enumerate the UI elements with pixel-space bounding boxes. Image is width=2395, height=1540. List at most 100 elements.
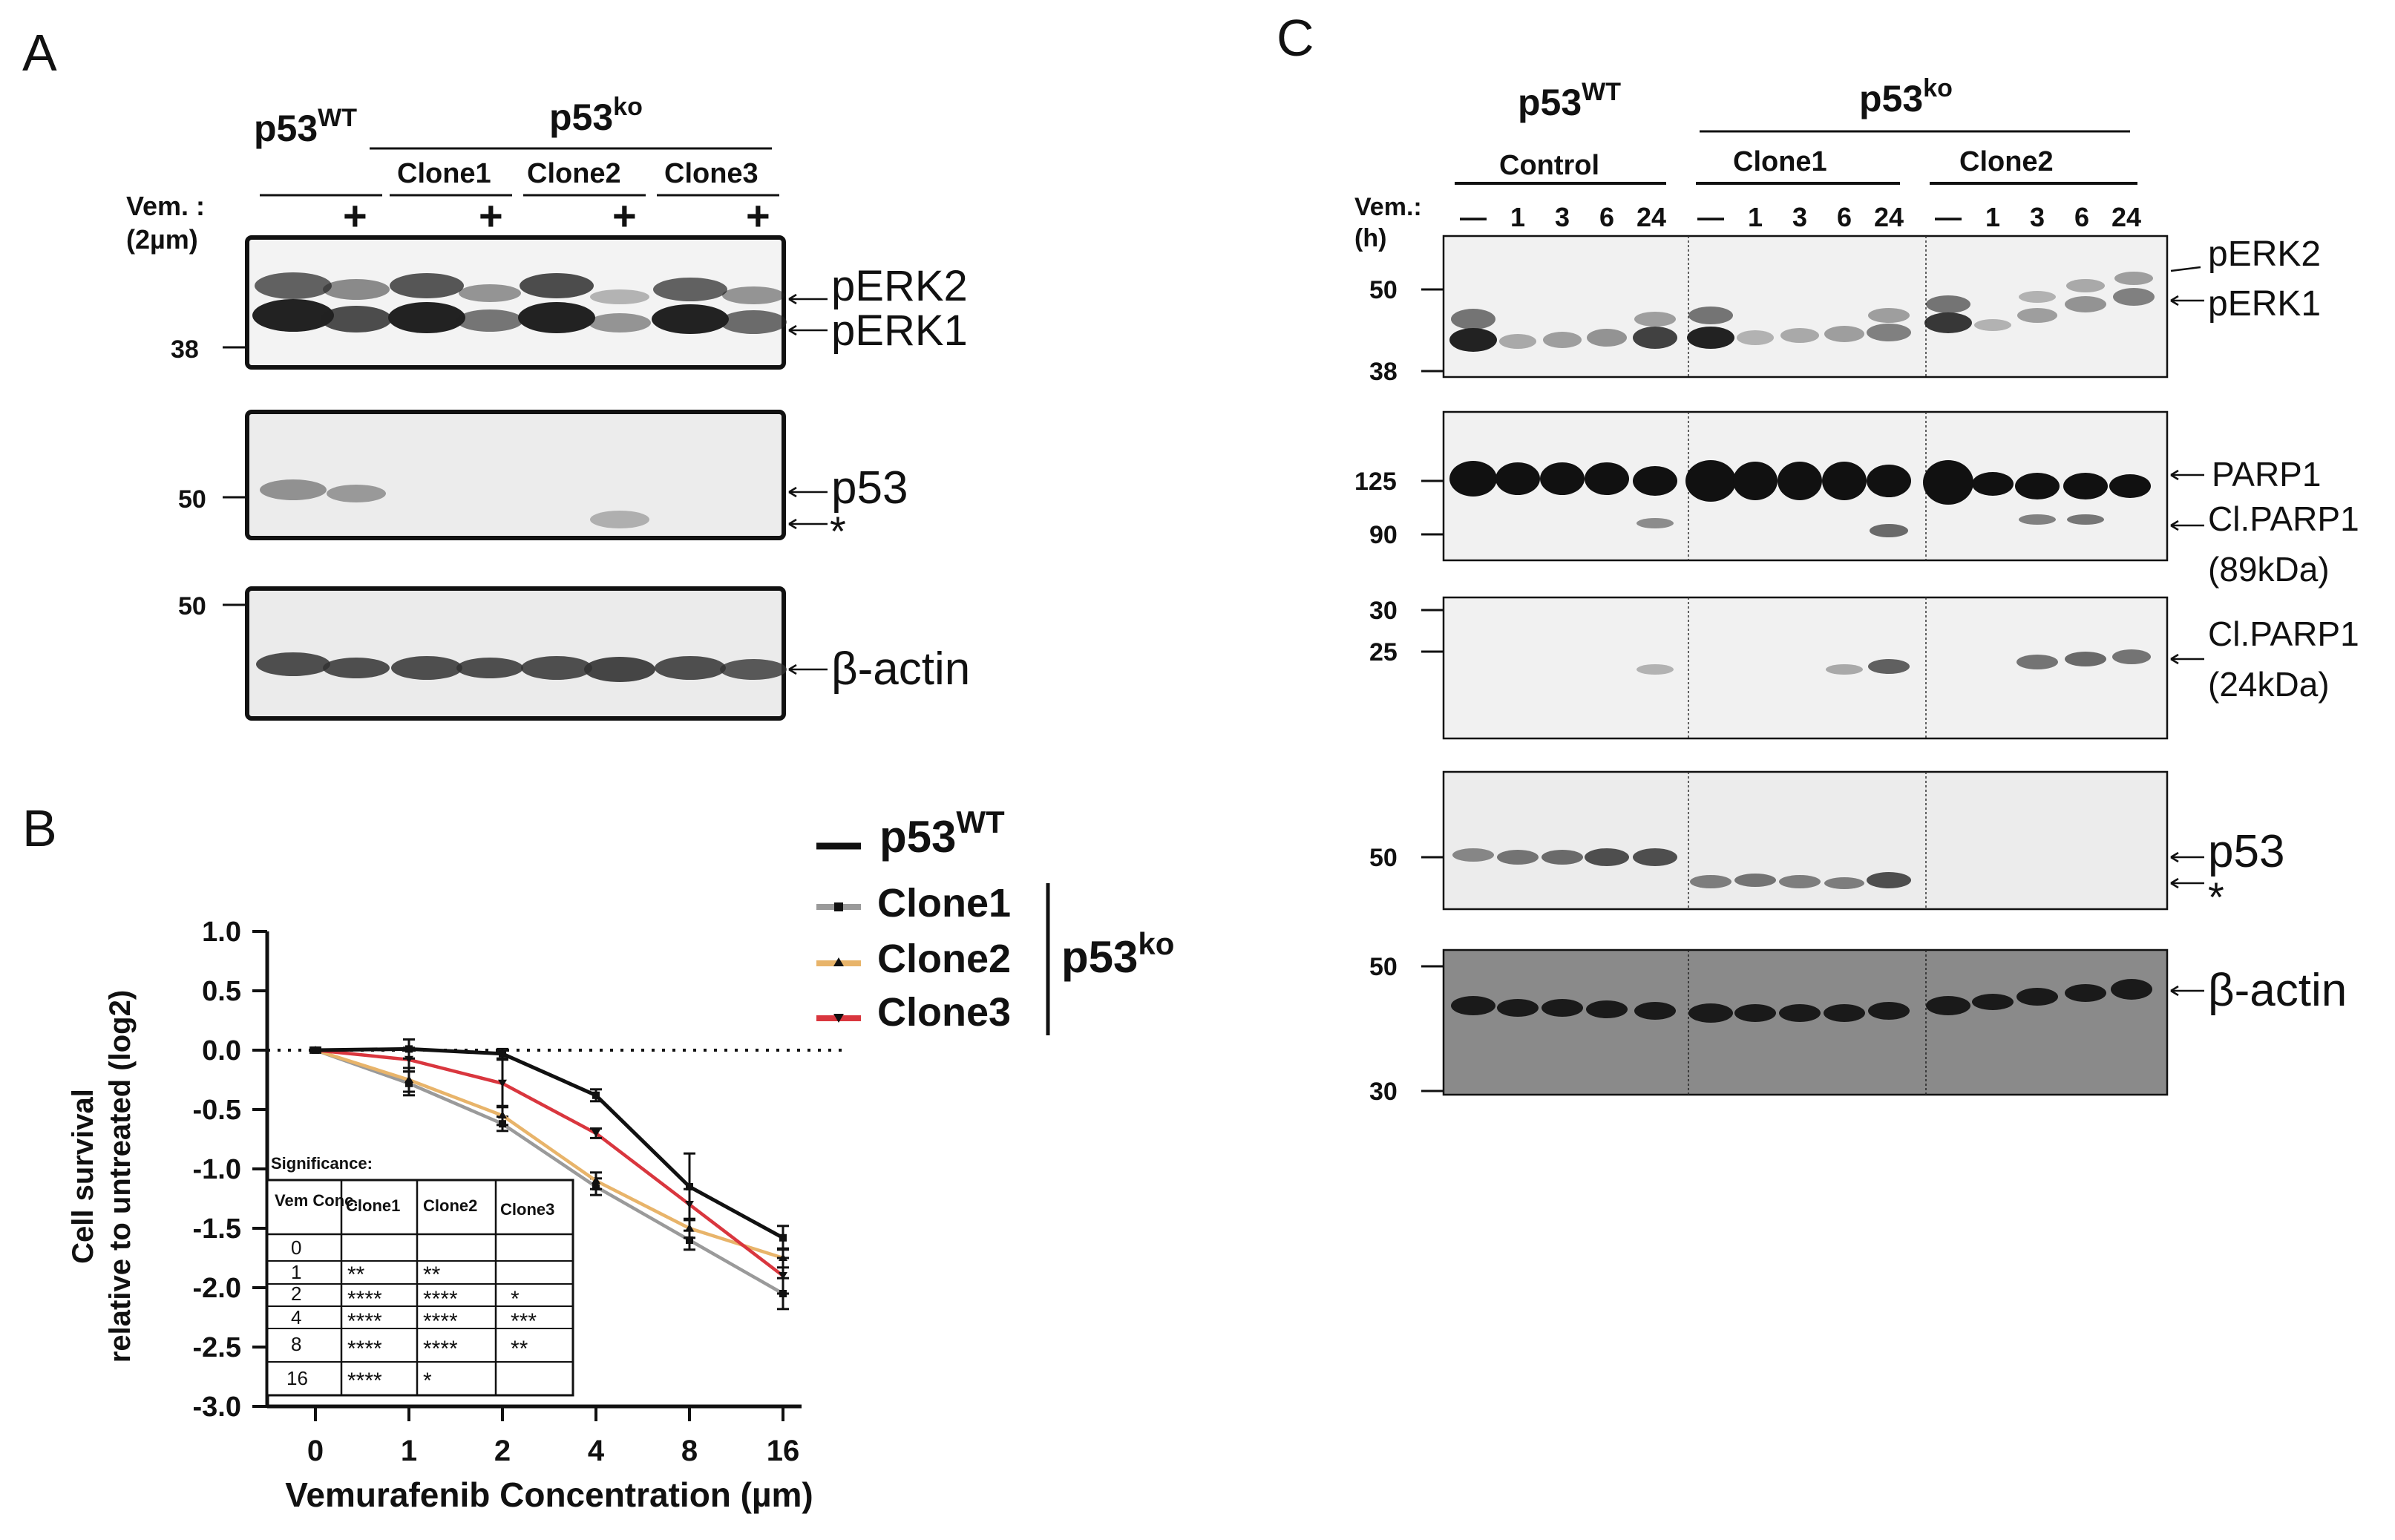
timepoint-label: — (1697, 202, 1724, 232)
panel-a-label: A (22, 24, 57, 82)
panel-c-subgroup-clone2: Clone2 (1959, 146, 2054, 177)
svg-text:8: 8 (291, 1333, 301, 1355)
sig-row-2: 2 **** **** * (291, 1282, 520, 1311)
panel-c-actin-marker-50: 50 (1369, 953, 1398, 981)
y-tick-label: -3.0 (193, 1392, 241, 1423)
x-tick-label: 0 (307, 1435, 324, 1467)
timepoint-label: 3 (1792, 202, 1807, 232)
panel-c-perk-marker-38: 38 (1369, 358, 1398, 386)
chart-legend: p53WT Clone1 Clone2 Clone3 p53ko (816, 805, 1174, 1035)
panel-c-actin-label: β-actin (2208, 965, 2347, 1016)
panel-a-blot-actin-marker-50: 50 (178, 592, 206, 620)
x-tick-label: 16 (767, 1435, 800, 1467)
panel-c-p53wt-label: p53WT (1518, 78, 1621, 123)
panel-c-subgroup-control: Control (1499, 150, 1599, 181)
timepoint-label: 1 (1510, 202, 1525, 232)
svg-text:**: ** (511, 1337, 528, 1361)
panel-a-blot-p53-asterisk: * (830, 508, 846, 554)
legend-label-ko: p53ko (1061, 926, 1174, 982)
sig-row-3: 4 **** **** *** (291, 1306, 537, 1334)
series-line-p53wt (315, 1046, 784, 1239)
timepoint-label: 1 (1748, 202, 1763, 232)
y-tick-label: -1.0 (193, 1154, 241, 1185)
sig-row-5: 16 **** * (286, 1367, 432, 1393)
timepoint-label: — (1460, 202, 1487, 232)
panel-a-blot-p53-label: p53 (831, 462, 908, 514)
series-line-clone2 (315, 1048, 784, 1260)
sig-header-vem: Vem Conc. (275, 1191, 358, 1210)
panel-a-vem-conc: (2µm) (126, 224, 198, 255)
svg-text:0: 0 (291, 1236, 301, 1259)
svg-text:1: 1 (291, 1261, 301, 1283)
panel-b-label: B (22, 799, 57, 857)
data-point-clone3 (592, 1130, 600, 1137)
panel-c-blot-parp1: 125 90 PARP1 Cl.PARP1 (89kDa) (1354, 410, 2359, 589)
panel-a-plus-2: + (479, 192, 503, 239)
y-tick-label: 1.0 (202, 917, 241, 948)
panel-c-p53-label: p53 (2208, 826, 2284, 877)
panel-a-blot-actin-label: β-actin (831, 643, 970, 695)
x-tick-label: 1 (401, 1435, 417, 1467)
svg-text:*: * (511, 1287, 520, 1311)
timepoint-label: 24 (2111, 202, 2141, 232)
svg-text:*: * (423, 1369, 432, 1393)
data-point-clone3 (498, 1079, 507, 1087)
y-axis-title-line1: Cell survival (67, 1089, 99, 1264)
y-ticks: 1.0 0.5 0.0 -0.5 -1.0 -1.5 -2.0 -2.5 -3.0 (193, 917, 267, 1423)
panel-a-plus-1: + (343, 192, 367, 239)
svg-text:16: 16 (286, 1367, 308, 1389)
panel-a-clone3-label: Clone3 (664, 158, 759, 189)
panel-c-clparp1-24-size: (24kDa) (2208, 665, 2330, 704)
legend-label-clone1: Clone1 (877, 881, 1011, 925)
panel-c-clparp1-89-size: (89kDa) (2208, 550, 2330, 589)
x-ticks: 0 1 2 4 8 16 (307, 1406, 799, 1467)
series-line-clone1 (315, 1048, 784, 1295)
panel-c-perk-label-perk1: pERK1 (2208, 284, 2321, 324)
svg-text:2: 2 (291, 1282, 301, 1305)
panel-c-blot-actin: 50 30 β-actin (1369, 948, 2347, 1106)
data-point-clone2 (592, 1176, 600, 1184)
svg-text:****: **** (347, 1287, 382, 1311)
sig-row-0: 0 (291, 1236, 301, 1259)
panel-c-parp1-marker-125: 125 (1354, 468, 1397, 496)
timepoint-label: 3 (2030, 202, 2045, 232)
timepoint-label: 3 (1555, 202, 1570, 232)
panel-c-perk-label-perk2: pERK2 (2208, 235, 2321, 274)
sig-row-4: 8 **** **** ** (291, 1333, 528, 1361)
panel-a-clone1-label: Clone1 (397, 158, 491, 189)
svg-text:***: *** (511, 1309, 537, 1334)
panel-c-blot-clparp1-24: 30 25 Cl.PARP1 (24kDa) (1369, 596, 2359, 740)
panel-a-blot-perk-label-perk1: pERK1 (831, 307, 968, 355)
svg-text:****: **** (347, 1337, 382, 1361)
data-point-p53wt (405, 1045, 413, 1053)
panel-a-blot-perk-marker-38: 38 (171, 335, 199, 364)
svg-text:4: 4 (291, 1306, 301, 1328)
panel-c-actin-marker-30: 30 (1369, 1078, 1398, 1106)
legend-label-wt: p53WT (879, 805, 1005, 862)
panel-a-p53wt-label: p53WT (254, 104, 357, 149)
data-point-p53wt (312, 1046, 319, 1054)
sig-header-clone1: Clone1 (346, 1196, 400, 1215)
x-axis-title: Vemurafenib Concentration (µm) (285, 1475, 813, 1514)
panel-c-perk-marker-50: 50 (1369, 276, 1398, 304)
panel-a-blot-actin: 50 β-actin (178, 586, 970, 721)
y-tick-label: -0.5 (193, 1095, 241, 1126)
panel-a-p53ko-label: p53ko (549, 93, 643, 138)
panel-c-timepoints: —1 3 6 24—1 3 6 24—1 3 6 24 (1460, 202, 2141, 232)
panel-a-blot-p53-marker-50: 50 (178, 485, 206, 514)
x-tick-label: 4 (588, 1435, 605, 1467)
significance-table: Significance: Vem Conc. Clone1 Clone2 Cl… (266, 1154, 574, 1397)
series-layer (309, 1038, 789, 1311)
series-line-clone3 (315, 1048, 784, 1277)
panel-c-vem-label: Vem.: (1354, 193, 1422, 221)
panel-c-subgroup-clone1: Clone1 (1733, 146, 1827, 177)
panel-c-blot-p53: 50 p53 * (1369, 770, 2284, 920)
data-point-clone2 (404, 1075, 413, 1083)
y-tick-label: -2.5 (193, 1332, 241, 1363)
svg-text:****: **** (347, 1309, 382, 1334)
panel-c-clparp1-24-marker-30: 30 (1369, 597, 1398, 625)
panel-a-blot-p53: 50 p53 * (178, 410, 908, 554)
panel-a-blot-perk: 38 pERK2 pERK1 (171, 235, 968, 370)
panel-c-blot-perk: 50 38 pERK2 pERK1 (1369, 235, 2321, 386)
